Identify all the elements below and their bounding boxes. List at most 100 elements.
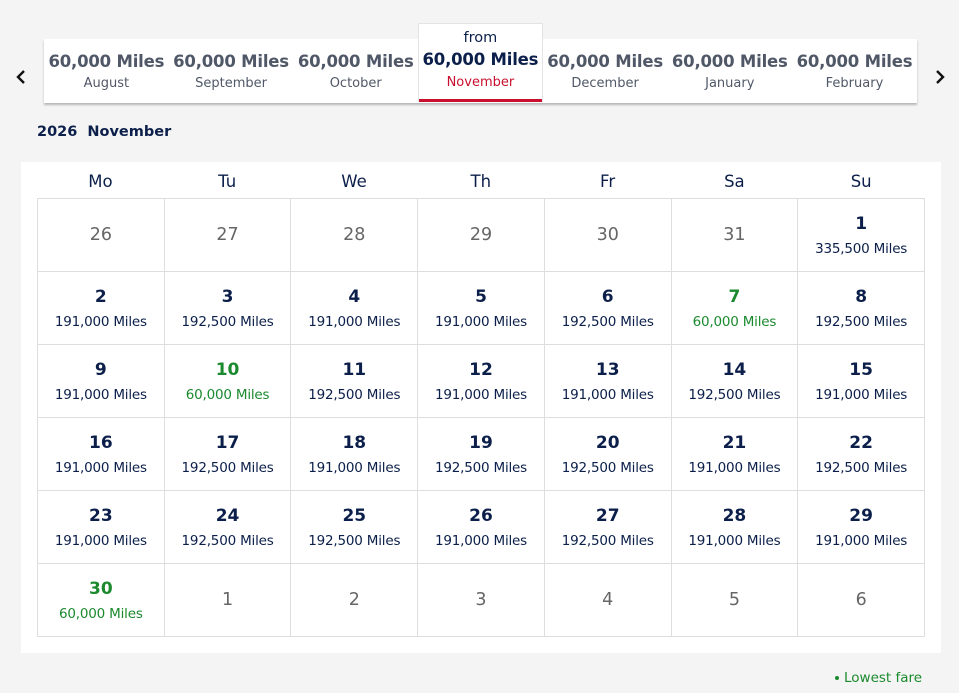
day-cell[interactable]: 19 192,500 Miles [418, 418, 545, 491]
day-cell[interactable]: 5 191,000 Miles [418, 272, 545, 345]
day-price: 60,000 Miles [692, 313, 777, 330]
day-number: 16 [89, 432, 113, 453]
day-cell[interactable]: 29 191,000 Miles [798, 491, 925, 564]
day-cell[interactable]: 21 191,000 Miles [671, 418, 799, 491]
day-number: 19 [469, 432, 493, 453]
day-number: 2 [94, 286, 107, 307]
day-cell[interactable]: 28 191,000 Miles [671, 491, 799, 564]
weekday-label: Tu [218, 172, 237, 191]
day-price: 191,000 Miles [434, 386, 527, 403]
day-price: 192,500 Miles [561, 532, 654, 549]
month-tab-name: December [571, 75, 639, 91]
day-cell-outside: 29 [418, 199, 545, 272]
day-number: 3 [475, 590, 487, 610]
month-tab-august[interactable]: 60,000 Miles August [44, 39, 169, 103]
prev-months-button[interactable] [10, 66, 32, 88]
day-cell[interactable]: 22 192,500 Miles [798, 418, 925, 491]
day-cell[interactable]: 25 192,500 Miles [291, 491, 419, 564]
day-number: 20 [595, 432, 620, 453]
month-tab-january[interactable]: 60,000 Miles January [667, 39, 792, 103]
day-cell[interactable]: 8 192,500 Miles [798, 272, 925, 345]
day-price: 60,000 Miles [59, 605, 143, 622]
day-cell[interactable]: 20 192,500 Miles [544, 418, 672, 491]
month-tab-name: September [195, 75, 267, 91]
day-cell[interactable]: 14 192,500 Miles [671, 345, 799, 418]
day-price: 191,000 Miles [688, 532, 781, 549]
month-tab-name: August [83, 75, 130, 91]
day-number: 1 [855, 213, 868, 234]
day-number: 11 [342, 359, 367, 380]
day-cell[interactable]: 9 191,000 Miles [38, 345, 165, 418]
month-tab-december[interactable]: 60,000 Miles December [543, 39, 668, 103]
month-tab-february[interactable]: 60,000 Miles February [792, 39, 917, 103]
day-price: 191,000 Miles [434, 532, 527, 549]
calendar: Mo Tu We Th Fr Sa Su 26 27 28 29 30 31 1 335,500 Mile… [21, 162, 941, 653]
day-price: 192,500 Miles [561, 459, 654, 476]
day-number: 3 [221, 286, 234, 307]
day-price: 191,000 Miles [688, 459, 781, 476]
day-cell[interactable]: 3 192,500 Miles [164, 272, 292, 345]
day-number: 8 [855, 286, 868, 307]
next-months-button[interactable] [929, 66, 951, 88]
day-cell[interactable]: 15 191,000 Miles [798, 345, 925, 418]
day-number: 29 [849, 505, 873, 526]
day-number: 28 [722, 505, 747, 526]
day-cell[interactable]: 24 192,500 Miles [164, 491, 292, 564]
day-cell[interactable]: 12 191,000 Miles [418, 345, 545, 418]
day-price: 191,000 Miles [54, 386, 147, 403]
day-cell[interactable]: 26 191,000 Miles [418, 491, 545, 564]
day-number: 26 [469, 505, 493, 526]
month-tab-november[interactable]: from 60,000 Miles November [418, 23, 543, 102]
day-cell[interactable]: 27 192,500 Miles [544, 491, 672, 564]
day-cell[interactable]: 23 191,000 Miles [38, 491, 165, 564]
caption-year: 2026 [37, 124, 78, 140]
weekday-label: Mo [88, 172, 113, 191]
day-number: 4 [602, 590, 614, 610]
caption-month: November [87, 124, 172, 140]
day-cell[interactable]: 17 192,500 Miles [164, 418, 292, 491]
day-cell[interactable]: 1 335,500 Miles [798, 199, 925, 272]
day-price: 192,500 Miles [181, 313, 274, 330]
day-price: 192,500 Miles [308, 532, 401, 549]
day-cell[interactable]: 7 60,000 Miles [671, 272, 799, 345]
day-price: 191,000 Miles [54, 313, 147, 330]
day-number: 22 [849, 432, 873, 453]
day-number: 17 [215, 432, 240, 453]
day-cell-outside: 30 [544, 199, 672, 272]
day-price: 192,500 Miles [181, 459, 274, 476]
day-number: 30 [89, 578, 113, 599]
month-tab-name: November [446, 75, 515, 90]
day-cell-outside: 26 [38, 199, 165, 272]
day-number: 9 [94, 359, 107, 380]
day-cell[interactable]: 18 191,000 Miles [291, 418, 419, 491]
day-cell[interactable]: 13 191,000 Miles [544, 345, 672, 418]
day-number: 15 [849, 359, 873, 380]
day-cell[interactable]: 2 191,000 Miles [38, 272, 165, 345]
day-cell-outside: 6 [798, 564, 925, 637]
day-number: 26 [89, 225, 112, 245]
day-cell[interactable]: 4 191,000 Miles [291, 272, 419, 345]
weekday-header: Mo Tu We Th Fr Sa Su [37, 172, 925, 191]
day-cell[interactable]: 6 192,500 Miles [544, 272, 672, 345]
day-price: 191,000 Miles [308, 459, 401, 476]
day-number: 23 [89, 505, 113, 526]
day-number: 18 [342, 432, 367, 453]
day-price: 191,000 Miles [54, 459, 147, 476]
month-tab-name: October [329, 75, 382, 91]
day-cell-outside: 4 [544, 564, 672, 637]
day-price: 191,000 Miles [815, 532, 908, 549]
day-cell[interactable]: 30 60,000 Miles [38, 564, 165, 637]
day-price: 192,500 Miles [815, 459, 908, 476]
month-tab-september[interactable]: 60,000 Miles September [169, 39, 294, 103]
day-price: 191,000 Miles [815, 386, 908, 403]
month-tab-miles: 60,000 Miles [671, 51, 788, 71]
weekday-label: Su [850, 172, 872, 191]
month-tab-october[interactable]: 60,000 Miles October [293, 39, 418, 103]
day-cell[interactable]: 10 60,000 Miles [164, 345, 292, 418]
month-tab-name: February [825, 75, 884, 91]
day-cell[interactable]: 11 192,500 Miles [291, 345, 419, 418]
day-number: 21 [722, 432, 747, 453]
day-cell[interactable]: 16 191,000 Miles [38, 418, 165, 491]
month-tab-miles: 60,000 Miles [422, 50, 539, 69]
day-number: 1 [221, 590, 234, 610]
